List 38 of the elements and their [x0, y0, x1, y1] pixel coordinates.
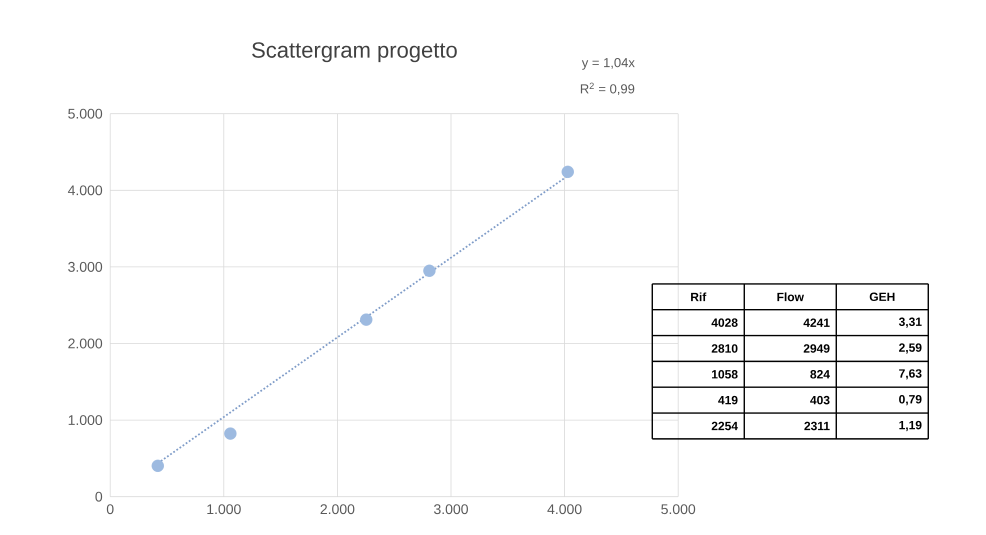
x-tick-label: 3.000 — [434, 504, 468, 514]
text: 7,63 — [899, 369, 922, 380]
text: 2810 — [712, 344, 738, 353]
text: 419 — [718, 396, 738, 404]
y-tick-label: 0 — [95, 492, 102, 502]
x-tick-label: 0 — [106, 504, 114, 514]
text: 4028 — [711, 318, 738, 327]
y-tick-label: 4.000 — [68, 185, 102, 196]
y-tick-label: 2.000 — [68, 338, 102, 348]
x-tick-label: 4.000 — [547, 504, 582, 514]
point — [224, 427, 237, 440]
point — [360, 313, 372, 326]
y-tick-label: 1.000 — [68, 415, 102, 426]
x-tick-label: 1.000 — [207, 504, 241, 514]
category-label: Flow — [777, 292, 804, 302]
point — [152, 460, 164, 472]
text: 1058 — [712, 370, 738, 379]
text: 4241 — [803, 318, 830, 327]
text: 0,79 — [899, 395, 922, 406]
point — [423, 264, 436, 277]
text: 403 — [810, 396, 830, 404]
y-tick-label: 5.000 — [68, 108, 102, 119]
text: 824 — [810, 370, 830, 379]
chart-title: Scattergram progetto — [252, 42, 457, 62]
text: 1,19 — [899, 420, 922, 432]
text: 2254 — [712, 422, 738, 430]
y-tick-label: 3.000 — [68, 262, 102, 272]
text: 2,59 — [899, 343, 922, 354]
text: R$^{2}$ = 0,99 — [580, 82, 634, 95]
text: 2949 — [804, 344, 830, 353]
category-label: GEH — [870, 292, 894, 302]
text: 2311 — [804, 422, 830, 430]
category-label: Rif — [691, 292, 706, 302]
text: 3,31 — [898, 318, 922, 328]
text: y = 1,04x — [582, 58, 635, 70]
x-tick-label: 2.000 — [320, 504, 354, 514]
x-tick-label: 5.000 — [661, 504, 696, 514]
point — [562, 166, 574, 178]
